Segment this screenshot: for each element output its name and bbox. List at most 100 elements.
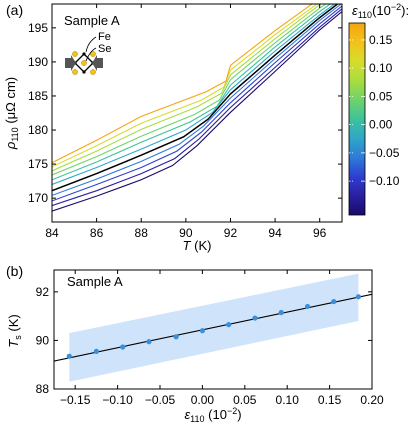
ts-point-7 [252,315,258,321]
panel-a-x-tick-label: 88 [135,226,149,240]
rho-curve-6 [52,4,332,181]
panel-a-x-tick-label: 92 [224,226,238,240]
panel-a-x-label-main: T [183,238,192,253]
panel-b-x-tick-label: 0.10 [276,393,300,407]
panel-b-plot [54,273,372,382]
panel-a-x-tick-label: 84 [45,226,59,240]
panel-a-frame [51,3,343,223]
panel-b-y-ticks: 88 90 92 [36,285,372,396]
strain-arrow-left-icon [65,55,76,71]
strain-arrow-right-icon [92,55,103,71]
ts-point-0 [66,353,72,359]
panel-b-x-tick-label: −0.10 [102,393,133,407]
panel-b-x-label-sub: 110 [190,414,204,424]
panel-a-series [52,4,342,212]
panel-b-x-tick-label: 0.00 [191,393,215,407]
panel-b-x-label-unit: (10 [205,407,227,422]
panel-a-y-ticks: 170 175 180 185 190 195 [28,21,342,205]
se-atom-icon [81,60,87,66]
colorbar-label-sub: 110 [358,10,372,20]
panel-b-x-tick-label: −0.05 [145,393,176,407]
colorbar-tick-label: 0.15 [369,33,393,47]
panel-a-x-label: T (K) [183,238,212,253]
ts-point-1 [93,348,99,354]
panel-a-y-label-sub: 110 [10,127,20,141]
ts-point-5 [199,328,205,334]
rho-curve-8 [52,4,322,172]
panel-b-label: (b) [6,263,23,279]
panel-b-x-tick-label: 0.15 [318,393,342,407]
colorbar-label: ε110(10−2): [352,2,409,20]
rho-curve-3 [52,4,342,196]
rho-curve-2 [52,5,342,202]
panel-b-x-ticks: −0.15 −0.10 −0.05 0.00 0.05 0.10 0.15 0.20 [60,270,384,407]
panel-a-x-ticks: 84 86 88 90 92 94 96 [45,4,327,240]
colorbar-label-exp: −2 [391,2,401,12]
ts-point-2 [120,344,126,350]
panel-b-x-label: ε110 (10−2) [184,406,241,424]
panel-b-x-label-exp: −2 [227,406,237,416]
se-atom-icon [90,51,96,57]
ts-point-8 [278,309,284,316]
rho-curve-0 [52,11,342,212]
rho-curve-9 [52,4,318,168]
colorbar-tick-label: 0.10 [369,61,393,75]
se-atom-icon [72,69,78,75]
rho-curve-7 [52,4,327,176]
panel-b: (b) −0.15 −0.10 −0.05 0.00 0.05 0.10 0.15 0.20 … [6,263,384,424]
rho-curve-5 [52,4,336,186]
panel-a-y-tick-label: 170 [28,191,48,205]
se-atom-icon [90,69,96,75]
panel-a-annotation: Sample A [64,13,120,28]
inset-se-label: Se [98,43,111,55]
ts-point-11 [355,294,362,300]
panel-b-y-label-sub: s [13,335,23,340]
panel-b-y-label-main: T [6,339,21,348]
colorbar-label-unit: (10 [372,3,391,18]
colorbar-tick-label: −0.05 [369,146,400,160]
colorbar-gradient [348,22,366,216]
panel-a-x-tick-label: 86 [90,226,104,240]
panel-b-x-tick-label: 0.20 [360,393,384,407]
ts-point-6 [226,322,232,328]
inset-fe-label: Fe [98,31,111,43]
panel-b-y-tick-label: 92 [36,285,50,299]
panel-a-y-tick-label: 190 [28,55,48,69]
panel-a-x-tick-label: 94 [268,226,282,240]
panel-b-x-label-main: ε [184,407,190,422]
panel-a-y-tick-label: 180 [28,123,48,137]
panel-a-y-label: ρ110 (μΩ cm) [3,77,20,150]
ts-point-10 [331,298,337,305]
lattice-inset-icon: Fe Se [65,31,111,75]
panel-b-points [66,294,362,359]
panel-b-frame [53,269,373,390]
colorbar-tick-label: 0.00 [369,118,393,132]
panel-b-y-label-unit: (K) [6,314,21,335]
panel-b-annotation: Sample A [67,274,123,289]
panel-b-y-tick-label: 90 [36,333,50,347]
panel-a-y-label-unit: (μΩ cm) [3,77,18,127]
ts-point-4 [173,334,179,340]
panel-b-y-tick-label: 88 [36,382,50,396]
panel-a: (a) 84 86 88 90 92 94 96 170 175 180 185 190 195 Sa… [3,2,409,253]
panel-a-label: (a) [6,2,23,18]
panel-b-x-tick-label: −0.15 [60,393,91,407]
panel-a-x-tick-label: 90 [179,226,193,240]
colorbar-ticks: 0.15 0.10 0.05 0.00 −0.05 −0.10 [349,33,400,188]
rho-curve-10 [52,4,313,164]
colorbar-label-tail: ): [401,3,409,18]
panel-a-y-tick-label: 195 [28,21,48,35]
panel-a-y-tick-label: 185 [28,89,48,103]
se-atom-icon [72,51,78,57]
panel-a-y-label-main: ρ [3,141,18,150]
colorbar: 0.15 0.10 0.05 0.00 −0.05 −0.10 ε110(10−2): [348,2,409,216]
panel-a-x-tick-label: 96 [313,226,327,240]
rho-curve-4 [52,4,339,192]
rho-curve-1 [52,8,342,207]
colorbar-tick-label: −0.10 [369,174,400,188]
panel-b-x-tick-label: 0.05 [233,393,257,407]
fe-atom-icon [82,70,86,74]
panel-b-x-label-tail: ) [237,407,241,422]
fe-atom-icon [82,52,86,56]
